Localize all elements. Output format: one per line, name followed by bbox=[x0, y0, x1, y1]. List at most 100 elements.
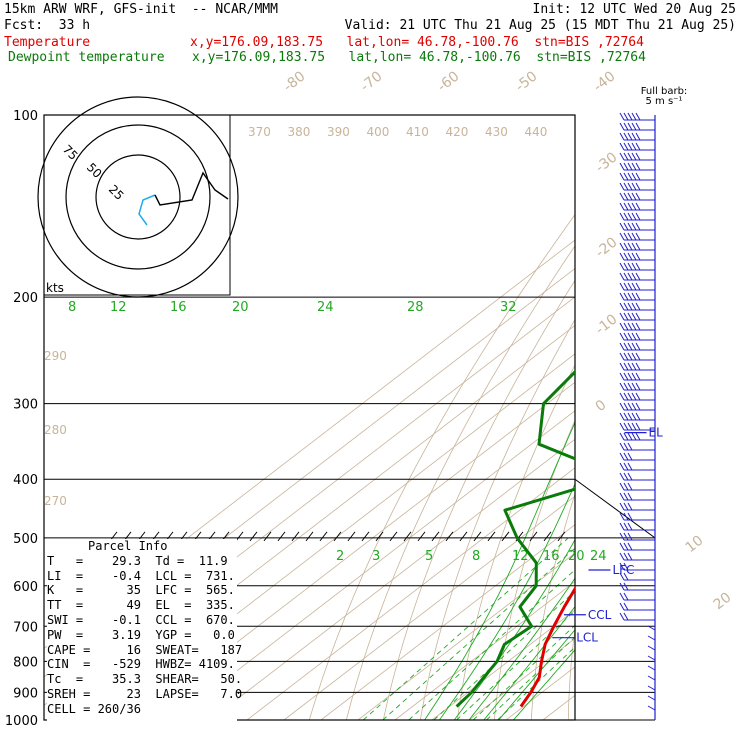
theta-e-label: 370 bbox=[248, 125, 271, 139]
parcel-info-row: LI = -0.4 LCL = 731. bbox=[47, 568, 235, 583]
parcel-level-label: EL bbox=[649, 426, 664, 440]
isotherm-label: -50 bbox=[513, 68, 541, 95]
moist-adiabat bbox=[424, 421, 575, 720]
parcel-level-label: CCL bbox=[588, 608, 612, 622]
isotherm-label: -80 bbox=[281, 68, 309, 95]
barb-flag bbox=[623, 482, 629, 491]
parcel-info-title: Parcel Info bbox=[88, 539, 168, 553]
barb-flag bbox=[623, 282, 629, 291]
wind-barb bbox=[619, 422, 655, 431]
wind-barb bbox=[619, 272, 655, 281]
barb-flag bbox=[635, 402, 641, 411]
dry-adiabat bbox=[456, 364, 575, 720]
barb-flag bbox=[635, 242, 641, 251]
wind-barb bbox=[619, 222, 655, 231]
barb-flag bbox=[623, 202, 629, 211]
barb-flag bbox=[623, 502, 629, 511]
wind-barb bbox=[619, 552, 655, 561]
barb-flag bbox=[623, 542, 629, 551]
barb-flag bbox=[619, 552, 625, 561]
parcel-info-row: PW = 3.19 YGP = 0.0 bbox=[47, 627, 235, 642]
moist-adiabat bbox=[439, 482, 575, 720]
barb-flag bbox=[619, 132, 625, 141]
wind-barb bbox=[619, 372, 655, 381]
barb-flag bbox=[627, 412, 633, 421]
mixing-ratio-label: 16 bbox=[543, 549, 560, 564]
isotherm-line bbox=[357, 552, 575, 720]
barb-flag bbox=[623, 212, 629, 221]
barb-flag bbox=[631, 382, 637, 391]
barb-flag bbox=[635, 142, 641, 151]
barb-flag bbox=[623, 132, 629, 141]
parcel-level-label: LCL bbox=[576, 631, 598, 645]
barb-shaft bbox=[647, 655, 656, 661]
pressure-label: 200 bbox=[13, 291, 38, 306]
barb-flag bbox=[631, 282, 637, 291]
barb-flag bbox=[623, 612, 629, 621]
wind-barb bbox=[619, 262, 655, 271]
temperature-legend: Temperature bbox=[4, 35, 91, 50]
barb-shaft bbox=[647, 665, 656, 671]
isotherm-line bbox=[320, 524, 575, 720]
barb-flag bbox=[635, 122, 641, 131]
wind-barb bbox=[647, 635, 656, 641]
barb-flag bbox=[627, 142, 633, 151]
barb-flag bbox=[631, 262, 637, 271]
barb-flag bbox=[619, 562, 625, 571]
barb-flag bbox=[627, 482, 633, 491]
isotherm-line bbox=[209, 438, 575, 720]
barb-flag bbox=[623, 172, 629, 181]
parcel-info-rows: T = 29.3 Td = 11.9 LI = -0.4 LCL = 731. K … bbox=[47, 554, 243, 717]
isotherm-line bbox=[468, 637, 575, 720]
barb-flag bbox=[631, 312, 637, 321]
barb-flag bbox=[619, 372, 625, 381]
barb-flag bbox=[623, 522, 629, 531]
wind-barb bbox=[619, 322, 655, 331]
barb-flag bbox=[627, 372, 633, 381]
model-title: 15km ARW WRF, GFS-init -- NCAR/MMM bbox=[4, 2, 278, 17]
barb-flag bbox=[635, 362, 641, 371]
hodograph-trace-high bbox=[154, 171, 229, 206]
mixing-ratio-label: 3 bbox=[372, 549, 380, 564]
barb-flag bbox=[619, 322, 625, 331]
parcel-info-row: Tc = 35.3 SHEAR= 50. bbox=[47, 672, 243, 687]
hatch-mark bbox=[333, 531, 342, 542]
mixing-ratio-label: 8 bbox=[472, 549, 480, 564]
barb-flag bbox=[631, 352, 637, 361]
temperature-location: x,y=176.09,183.75 lat,lon= 46.78,-100.76… bbox=[190, 35, 644, 50]
wind-barb bbox=[619, 402, 655, 411]
barb-flag bbox=[631, 192, 637, 201]
barb-flag bbox=[619, 502, 625, 511]
barb-flag bbox=[635, 112, 641, 121]
wind-barb bbox=[619, 392, 655, 401]
init-time: Init: 12 UTC Wed 20 Aug 25 bbox=[532, 2, 737, 17]
barb-flag bbox=[631, 172, 637, 181]
mixing-ratio-line bbox=[456, 610, 575, 720]
wind-barb bbox=[647, 705, 656, 711]
barb-flag bbox=[627, 532, 633, 541]
barb-flag bbox=[623, 402, 629, 411]
barb-flag bbox=[627, 452, 633, 461]
dewpoint-legend: Dewpoint temperature bbox=[8, 50, 165, 65]
wind-barbs bbox=[619, 112, 656, 711]
theta-e-label: 390 bbox=[327, 125, 350, 139]
isotherm-label: 10 bbox=[683, 533, 707, 557]
barb-flag bbox=[623, 602, 629, 611]
isotherm-label: 0 bbox=[593, 397, 610, 415]
barb-flag bbox=[623, 422, 629, 431]
dewpoint-location: x,y=176.09,183.75 lat,lon= 46.78,-100.76… bbox=[192, 50, 646, 65]
dry-adiabat bbox=[419, 318, 575, 720]
barb-flag bbox=[627, 232, 633, 241]
wind-barb bbox=[619, 572, 655, 581]
barb-flag bbox=[623, 432, 629, 441]
hatch-mark bbox=[473, 531, 482, 542]
hatch-mark bbox=[543, 531, 552, 542]
pressure-label: 300 bbox=[13, 398, 38, 413]
barb-flag bbox=[619, 332, 625, 341]
hatch-mark bbox=[277, 531, 286, 542]
barb-flag bbox=[627, 302, 633, 311]
barb-flag bbox=[623, 312, 629, 321]
barb-legend-title: Full barb: bbox=[641, 86, 688, 97]
barb-flag bbox=[623, 182, 629, 191]
